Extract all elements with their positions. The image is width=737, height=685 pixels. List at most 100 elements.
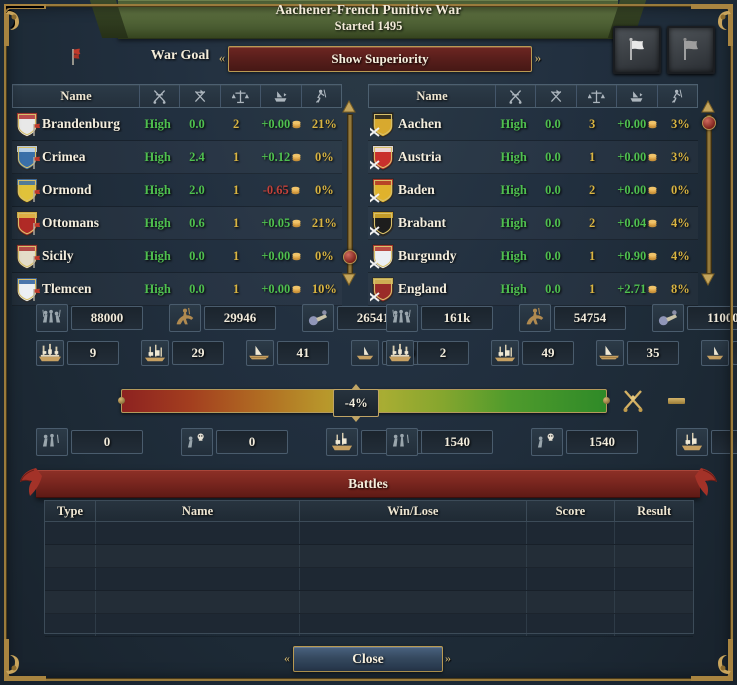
crossed-swords-icon [140,85,181,107]
battles-cell [615,522,693,544]
peace-offer-button[interactable] [613,26,661,74]
battles-cell [300,568,527,590]
war-goal-next-arrow[interactable]: » [534,50,542,65]
participant-armies: 1 [233,149,240,164]
participant-contribution: 0% [314,182,334,197]
participant-contribution: 0% [670,182,690,197]
participant-war-exhaustion: 0.0 [545,182,561,197]
defenders-scrollbar[interactable] [700,99,716,287]
battles-cell [300,522,527,544]
participant-attitude: High [500,116,527,131]
crossed-swords-icon [496,85,537,107]
participant-war-exhaustion: 0.0 [189,248,205,263]
attackers-scrollbar[interactable] [341,99,357,287]
participant-war-exhaustion: 0.0 [545,149,561,164]
scroll-down-icon[interactable] [341,272,357,287]
battles-cell [527,614,616,636]
title-block: Aachener-French Punitive War Started 149… [0,2,737,34]
participant-row[interactable]: Ormond High 2.0 1 -0.65 0% [12,174,342,207]
participant-war-exhaustion: 0.0 [545,116,561,131]
participant-war-exhaustion: 2.4 [189,149,205,164]
participant-name: Crimea [42,149,86,164]
attacker-infantry: 88000 [36,304,143,332]
scroll-up-icon[interactable] [700,99,716,114]
battles-cell [45,591,96,613]
participant-row[interactable]: Crimea High 2.4 1 +0.12 0% [12,141,342,174]
defender-cavalry: 54754 [519,304,626,332]
participant-row[interactable]: Burgundy High 0.0 1 +0.90 4% [368,240,698,273]
scrollbar-thumb[interactable] [702,116,716,130]
participant-row[interactable]: Brabant High 0.0 2 +0.04 4% [368,207,698,240]
light-icon [491,340,519,366]
ottomans-flag [14,209,41,237]
attacker-light-ships: 29 [141,340,224,366]
attacker-cavalry-value: 29946 [204,306,276,330]
scroll-up-icon[interactable] [341,99,357,114]
participant-armies: 1 [589,281,596,296]
battles-row [45,522,693,545]
naval-battle-icon [261,85,302,107]
participant-armies: 1 [233,215,240,230]
participant-name: Tlemcen [42,281,92,296]
balance-scales-icon [577,85,618,107]
battles-row [45,545,693,568]
participant-name: England [398,281,447,296]
war-exhaustion-icon [536,85,577,107]
participant-name: Brandenburg [42,116,121,131]
participant-income: +0.00 [256,249,307,264]
battles-cell [96,522,301,544]
participant-war-exhaustion: 0.0 [189,116,205,131]
infantry-icon [36,304,68,332]
banner-end-ornament-icon [695,466,721,500]
participant-row[interactable]: Baden High 0.0 2 +0.00 0% [368,174,698,207]
defender-battle-losses: 1540 [386,428,493,456]
warscore-bar[interactable]: -4% [118,384,610,422]
participant-contribution: 0% [314,248,334,263]
participant-war-exhaustion: 2.0 [189,182,205,197]
participant-name: Ormond [42,182,92,197]
participant-row[interactable]: Ottomans High 0.6 1 +0.05 21% [12,207,342,240]
burgundy-flag [368,242,396,270]
close-button[interactable]: Close [293,646,443,672]
participant-contribution: 21% [311,215,337,230]
participant-name: Ottomans [42,215,99,230]
battles-cell [300,545,527,567]
losses_naval-icon [326,428,358,456]
participant-income: +2.71 [612,282,663,297]
participant-armies: 2 [589,215,596,230]
participant-income: +0.00 [612,183,663,198]
attacker-battle-losses-value: 0 [71,430,143,454]
battles-table-header: Type Name Win/Lose Score Result [45,501,693,522]
war-title: Aachener-French Punitive War [275,2,462,17]
battles-cell [527,591,616,613]
participant-row[interactable]: Austria High 0.0 1 +0.00 3% [368,141,698,174]
participant-income: +0.12 [256,150,307,165]
defender-galleys: 35 [596,340,679,366]
war-goal-flag-icon [66,46,88,68]
transport-icon [351,340,379,366]
battles-cell [96,591,301,613]
close-left-ornament-icon: « [284,651,290,665]
participant-attitude: High [144,116,171,131]
crimea-flag [14,143,41,171]
defender-cavalry-value: 54754 [554,306,626,330]
scrollbar-thumb[interactable] [343,250,357,264]
attacker-galleys-value: 41 [277,341,329,365]
battles-cell [300,614,527,636]
participant-income: +0.04 [612,216,663,231]
naval-battle-icon [617,85,658,107]
losses_naval-icon [676,428,708,456]
war-goal-button[interactable]: Show Superiority [228,46,532,72]
war-goal-prev-arrow[interactable]: « [218,50,226,65]
war-goal-label: War Goal [150,48,210,63]
participant-row[interactable]: Sicily High 0.0 1 +0.00 0% [12,240,342,273]
defender-light-ships-value: 49 [522,341,574,365]
title-banner [118,0,618,39]
scrollbar-track[interactable] [706,114,712,274]
defender-artillery: 11000 [652,304,737,332]
scroll-down-icon[interactable] [700,272,716,287]
banner-end-ornament-icon [16,466,42,500]
participant-row[interactable]: Aachen High 0.0 3 +0.00 3% [368,108,698,141]
participant-row[interactable]: Brandenburg High 0.0 2 +0.00 21% [12,108,342,141]
